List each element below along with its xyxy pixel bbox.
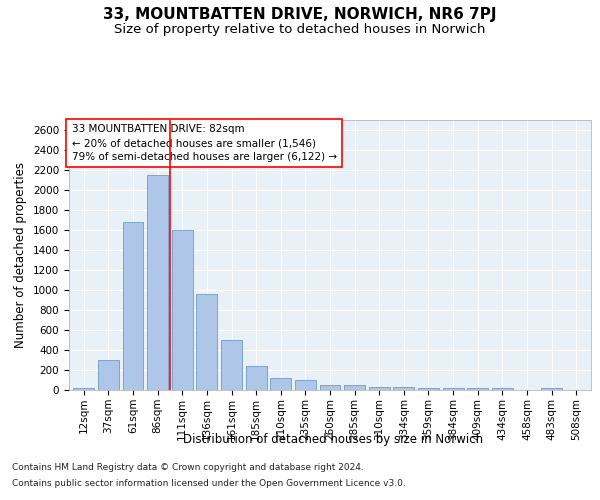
Text: Distribution of detached houses by size in Norwich: Distribution of detached houses by size … <box>183 432 483 446</box>
Text: Contains HM Land Registry data © Crown copyright and database right 2024.: Contains HM Land Registry data © Crown c… <box>12 464 364 472</box>
Bar <box>320 385 340 390</box>
Bar <box>344 385 365 390</box>
Bar <box>73 388 94 390</box>
Bar <box>541 388 562 390</box>
Bar <box>122 222 143 390</box>
Bar <box>418 388 439 390</box>
Bar <box>369 387 390 390</box>
Bar <box>467 388 488 390</box>
Text: 33, MOUNTBATTEN DRIVE, NORWICH, NR6 7PJ: 33, MOUNTBATTEN DRIVE, NORWICH, NR6 7PJ <box>103 8 497 22</box>
Bar <box>295 380 316 390</box>
Bar <box>270 378 291 390</box>
Bar <box>245 366 266 390</box>
Y-axis label: Number of detached properties: Number of detached properties <box>14 162 28 348</box>
Bar <box>147 175 168 390</box>
Bar <box>394 386 415 390</box>
Bar <box>98 360 119 390</box>
Text: Size of property relative to detached houses in Norwich: Size of property relative to detached ho… <box>115 22 485 36</box>
Bar <box>443 388 464 390</box>
Text: 33 MOUNTBATTEN DRIVE: 82sqm
← 20% of detached houses are smaller (1,546)
79% of : 33 MOUNTBATTEN DRIVE: 82sqm ← 20% of det… <box>71 124 337 162</box>
Bar <box>172 230 193 390</box>
Bar <box>492 388 513 390</box>
Text: Contains public sector information licensed under the Open Government Licence v3: Contains public sector information licen… <box>12 478 406 488</box>
Bar <box>221 340 242 390</box>
Bar <box>196 294 217 390</box>
